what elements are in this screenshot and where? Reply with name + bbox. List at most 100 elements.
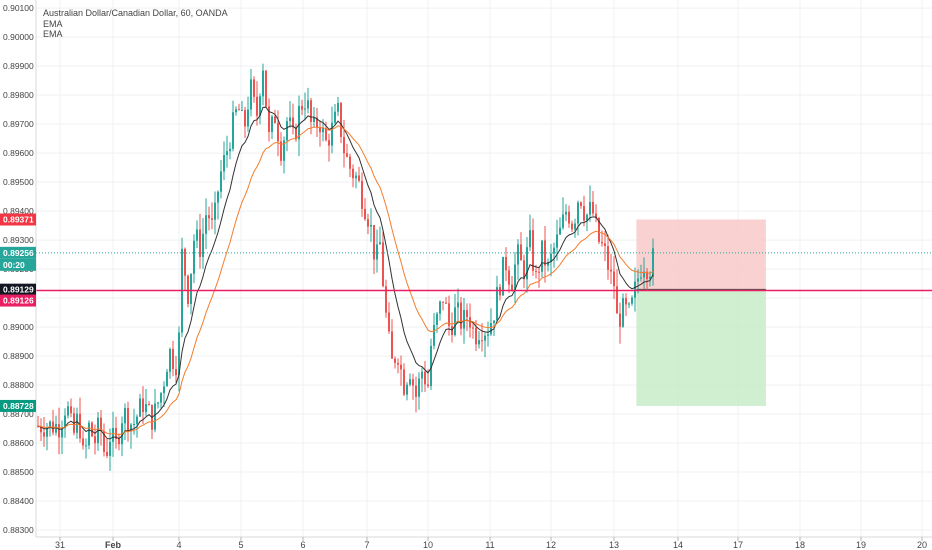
candle-body bbox=[196, 229, 198, 241]
candle-body bbox=[517, 244, 519, 265]
candle-body bbox=[640, 277, 642, 279]
candle-body bbox=[448, 303, 450, 327]
candle-body bbox=[445, 302, 447, 304]
candle-body bbox=[502, 256, 504, 296]
candle-body bbox=[298, 105, 300, 140]
price-tick-label: 0.89900 bbox=[3, 61, 34, 71]
price-tick-label: 0.89800 bbox=[3, 90, 34, 100]
time-tick-label: 18 bbox=[795, 540, 805, 550]
time-tick-label: 11 bbox=[485, 540, 494, 550]
price-tag-label: 0.89126 bbox=[3, 296, 34, 306]
candle-body bbox=[304, 108, 306, 110]
candle-body bbox=[103, 431, 105, 452]
candle-body bbox=[589, 202, 591, 215]
candle-body bbox=[91, 422, 93, 437]
price-tick-label: 0.88800 bbox=[3, 380, 34, 390]
candle-body bbox=[643, 271, 645, 278]
candles bbox=[37, 63, 654, 471]
candle-body bbox=[301, 105, 303, 110]
candle-body bbox=[88, 422, 90, 446]
candle-body bbox=[379, 242, 381, 245]
price-tick-label: 0.89000 bbox=[3, 322, 34, 332]
candle-body bbox=[460, 302, 462, 329]
candle-body bbox=[154, 403, 156, 430]
take-profit-zone bbox=[636, 289, 766, 406]
ema-legend-2[interactable]: EMA bbox=[43, 29, 63, 39]
candle-body bbox=[76, 413, 78, 433]
candle-body bbox=[79, 413, 81, 439]
candle-body bbox=[472, 327, 474, 329]
candle-body bbox=[334, 111, 336, 123]
candle-body bbox=[238, 109, 240, 111]
price-tick-label: 0.89400 bbox=[3, 206, 34, 216]
candle-body bbox=[223, 155, 225, 172]
grid-lines bbox=[36, 0, 932, 537]
candle-body bbox=[397, 362, 399, 365]
candle-body bbox=[514, 264, 516, 292]
candle-body bbox=[211, 218, 213, 220]
candle-body bbox=[598, 217, 600, 242]
time-tick-label: 19 bbox=[856, 540, 866, 550]
candle-body bbox=[256, 96, 258, 116]
candle-body bbox=[409, 379, 411, 385]
price-tick-label: 0.88700 bbox=[3, 409, 34, 419]
candle-body bbox=[310, 100, 312, 122]
candle-body bbox=[610, 269, 612, 272]
candle-body bbox=[148, 404, 150, 406]
candle-body bbox=[391, 331, 393, 359]
candle-body bbox=[478, 340, 480, 345]
candle-body bbox=[193, 240, 195, 274]
price-tick-label: 0.89500 bbox=[3, 177, 34, 187]
candle-body bbox=[442, 301, 444, 303]
candle-body bbox=[199, 229, 201, 258]
candle-body bbox=[550, 253, 552, 263]
ema-fast-line bbox=[37, 106, 654, 440]
price-tag bbox=[0, 294, 36, 307]
time-tick-label: Feb bbox=[105, 540, 122, 550]
candle-body bbox=[292, 117, 294, 128]
candle-body bbox=[43, 432, 45, 437]
candle-body bbox=[511, 284, 513, 292]
candle-body bbox=[100, 417, 102, 432]
candle-body bbox=[433, 324, 435, 346]
candle-body bbox=[343, 136, 345, 154]
candle-body bbox=[217, 191, 219, 203]
candle-body bbox=[253, 79, 255, 97]
candle-body bbox=[262, 70, 264, 97]
candle-body bbox=[538, 271, 540, 273]
candle-body bbox=[112, 427, 114, 442]
candle-body bbox=[331, 122, 333, 146]
candle-body bbox=[427, 384, 429, 387]
candle-body bbox=[85, 445, 87, 447]
time-tick-label: 6 bbox=[300, 540, 305, 550]
ema-slow-line bbox=[37, 125, 654, 436]
candle-body bbox=[463, 310, 465, 329]
time-tick-label: 20 bbox=[917, 540, 927, 550]
candle-body bbox=[175, 369, 177, 376]
candle-body bbox=[622, 298, 624, 327]
price-tick-label: 0.88500 bbox=[3, 467, 34, 477]
stop-loss-zone bbox=[636, 219, 766, 290]
candle-body bbox=[307, 100, 309, 109]
candle-body bbox=[619, 313, 621, 327]
ema-legend-1[interactable]: EMA bbox=[43, 18, 63, 29]
candle-body bbox=[613, 271, 615, 287]
candle-body bbox=[361, 180, 363, 209]
candle-body bbox=[403, 369, 405, 395]
candle-body bbox=[232, 112, 234, 149]
candle-body bbox=[418, 378, 420, 397]
candle-body bbox=[439, 301, 441, 314]
chart-legend: Australian Dollar/Canadian Dollar, 60, O… bbox=[43, 8, 228, 40]
candle-body bbox=[508, 270, 510, 285]
candle-body bbox=[652, 248, 654, 277]
time-axis[interactable]: 31 Feb 4 5 6 7 10 11 12 13 14 17 18 19 20 bbox=[36, 536, 932, 550]
candle-body bbox=[139, 398, 141, 417]
time-tick-label: 17 bbox=[733, 540, 743, 550]
candle-body bbox=[577, 202, 579, 224]
candle-body bbox=[46, 427, 48, 437]
candle-body bbox=[190, 273, 192, 304]
candle-body bbox=[412, 379, 414, 386]
candle-body bbox=[346, 153, 348, 157]
time-tick-label: 14 bbox=[673, 540, 683, 550]
